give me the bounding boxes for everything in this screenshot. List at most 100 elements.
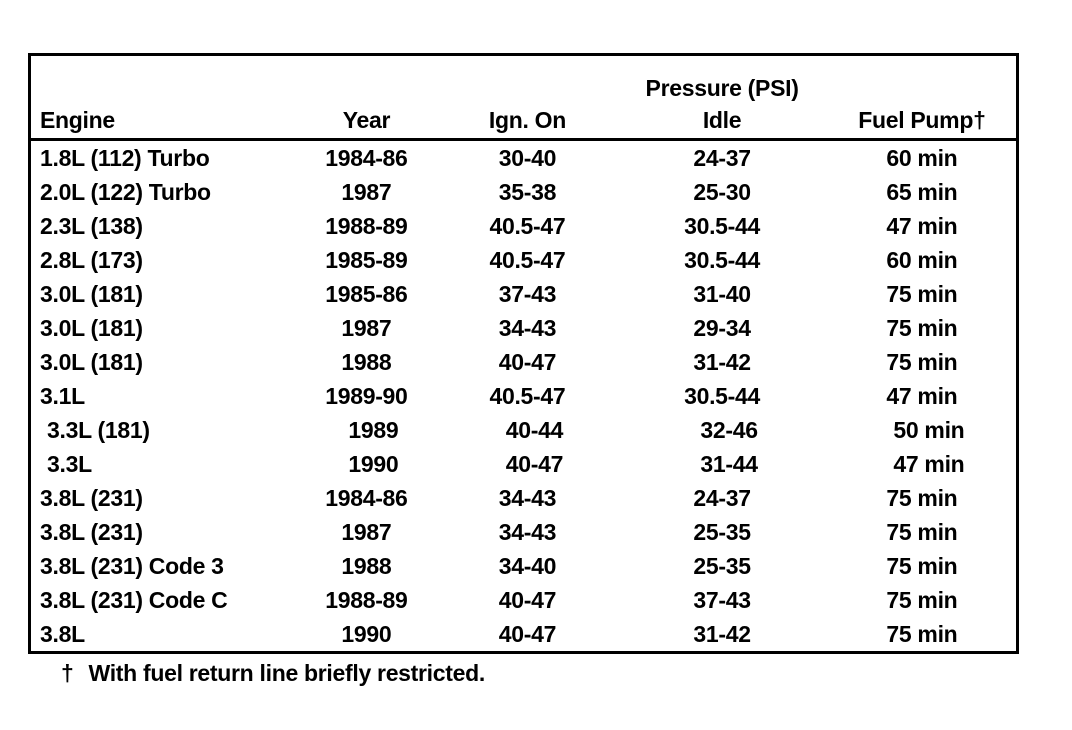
table-row: 1.8L (112) Turbo 1984-86 30-40 24-37 60 …	[30, 140, 1018, 176]
ign-on-cell: 40.5-47	[489, 382, 566, 409]
fuel-pump-cell: 75 min	[886, 280, 958, 307]
year-cell: 1989-90	[325, 382, 408, 409]
fuel-pump-cell: 47 min	[886, 212, 958, 239]
idle-cell: 30.5-44	[684, 246, 761, 273]
group-header-spacer	[439, 55, 617, 103]
table-row: 3.8L (231) 1987 34-43 25-35 75 min	[30, 515, 1018, 549]
table-row: 3.3L (181) 1989 40-44 32-46 50 min	[30, 413, 1018, 447]
fuel-pump-cell: 75 min	[886, 552, 958, 579]
footnote-text: With fuel return line briefly restricted…	[88, 660, 486, 686]
idle-cell: 31-44	[700, 450, 758, 477]
column-header-ign-on: Ign. On	[438, 102, 617, 141]
column-header-idle: Idle	[616, 102, 828, 141]
year-cell: 1984-86	[325, 484, 408, 511]
table-row: 3.0L (181) 1985-86 37-43 31-40 75 min	[30, 277, 1018, 311]
engine-cell: 2.8L (173)	[40, 246, 143, 273]
spec-table-header: Pressure (PSI) Engine Year Ign. On Idle …	[29, 55, 1018, 141]
fuel-pump-cell: 75 min	[886, 620, 958, 647]
table-row: 3.0L (181) 1987 34-43 29-34 75 min	[30, 311, 1018, 345]
idle-cell: 37-43	[693, 586, 751, 613]
year-cell: 1985-89	[325, 246, 408, 273]
year-cell: 1988	[341, 348, 392, 375]
spec-table: Pressure (PSI) Engine Year Ign. On Idle …	[28, 53, 1019, 654]
column-header-row: Engine Year Ign. On Idle Fuel Pump†	[29, 102, 1018, 141]
fuel-pump-cell: 47 min	[886, 382, 958, 409]
table-row: 2.8L (173) 1985-89 40.5-47 30.5-44 60 mi…	[30, 243, 1018, 277]
ign-on-cell: 35-38	[498, 178, 557, 205]
year-cell: 1987	[341, 314, 392, 341]
idle-cell: 24-37	[693, 144, 751, 171]
year-cell: 1987	[341, 178, 392, 205]
fuel-pump-cell: 75 min	[886, 586, 958, 613]
idle-cell: 25-35	[693, 518, 751, 545]
fuel-pump-cell: 75 min	[886, 484, 958, 511]
table-row: 3.3L 1990 40-47 31-44 47 min	[30, 447, 1018, 481]
table-row: 3.8L 1990 40-47 31-42 75 min	[30, 617, 1018, 653]
year-cell: 1985-86	[325, 280, 408, 307]
idle-cell: 30.5-44	[684, 212, 761, 239]
idle-cell: 31-42	[693, 620, 751, 647]
engine-cell: 3.1L	[40, 382, 85, 409]
group-header-spacer	[828, 55, 1018, 103]
idle-cell: 24-37	[693, 484, 751, 511]
fuel-pump-cell: 65 min	[886, 178, 958, 205]
ign-on-cell: 40-47	[505, 450, 564, 477]
year-cell: 1984-86	[325, 144, 408, 171]
fuel-pressure-spec-table: Pressure (PSI) Engine Year Ign. On Idle …	[28, 53, 1019, 654]
engine-cell: 3.8L (231) Code C	[40, 586, 228, 613]
column-header-engine: Engine	[29, 102, 295, 141]
engine-cell: 3.0L (181)	[40, 348, 143, 375]
footnote: † With fuel return line briefly restricte…	[61, 660, 485, 687]
column-header-fuel-pump: Fuel Pump†	[827, 102, 1018, 141]
table-row: 3.8L (231) Code C 1988-89 40-47 37-43 75…	[30, 583, 1018, 617]
idle-cell: 31-40	[693, 280, 751, 307]
year-cell: 1988-89	[325, 212, 408, 239]
engine-cell: 3.8L	[40, 620, 85, 647]
fuel-pump-cell: 75 min	[886, 518, 958, 545]
ign-on-cell: 34-43	[498, 314, 557, 341]
column-header-year: Year	[294, 102, 439, 141]
table-row: 3.8L (231) Code 3 1988 34-40 25-35 75 mi…	[30, 549, 1018, 583]
engine-cell: 3.0L (181)	[40, 314, 143, 341]
year-cell: 1988	[341, 552, 392, 579]
year-cell: 1989	[348, 416, 399, 443]
fuel-pump-cell: 50 min	[893, 416, 965, 443]
engine-cell: 3.3L	[47, 450, 92, 477]
idle-cell: 32-46	[700, 416, 758, 443]
ign-on-cell: 34-40	[498, 552, 557, 579]
group-header-spacer	[30, 55, 295, 103]
ign-on-cell: 40-44	[505, 416, 564, 443]
ign-on-cell: 40-47	[498, 348, 557, 375]
engine-cell: 3.8L (231)	[40, 484, 143, 511]
engine-cell: 3.8L (231) Code 3	[40, 552, 224, 579]
fuel-pump-cell: 60 min	[886, 246, 958, 273]
ign-on-cell: 34-43	[498, 484, 557, 511]
dagger-icon: †	[61, 660, 74, 686]
ign-on-cell: 37-43	[498, 280, 557, 307]
table-row: 3.0L (181) 1988 40-47 31-42 75 min	[30, 345, 1018, 379]
engine-cell: 2.0L (122) Turbo	[40, 178, 211, 205]
idle-cell: 30.5-44	[684, 382, 761, 409]
fuel-pump-cell: 60 min	[886, 144, 958, 171]
idle-cell: 31-42	[693, 348, 751, 375]
year-cell: 1990	[341, 620, 392, 647]
table-row: 3.8L (231) 1984-86 34-43 24-37 75 min	[30, 481, 1018, 515]
table-row: 2.0L (122) Turbo 1987 35-38 25-30 65 min	[30, 175, 1018, 209]
ign-on-cell: 40.5-47	[489, 246, 566, 273]
fuel-pump-cell: 47 min	[893, 450, 965, 477]
year-cell: 1990	[348, 450, 399, 477]
engine-cell: 1.8L (112) Turbo	[40, 144, 210, 171]
engine-cell: 3.8L (231)	[40, 518, 143, 545]
ign-on-cell: 34-43	[498, 518, 557, 545]
idle-cell: 29-34	[693, 314, 751, 341]
table-row: 3.1L 1989-90 40.5-47 30.5-44 47 min	[30, 379, 1018, 413]
table-row: 2.3L (138) 1988-89 40.5-47 30.5-44 47 mi…	[30, 209, 1018, 243]
ign-on-cell: 40.5-47	[489, 212, 566, 239]
ign-on-cell: 40-47	[498, 586, 557, 613]
engine-cell: 2.3L (138)	[40, 212, 143, 239]
group-header-row: Pressure (PSI)	[30, 55, 1018, 103]
year-cell: 1988-89	[325, 586, 408, 613]
fuel-pump-cell: 75 min	[886, 348, 958, 375]
group-header-spacer	[294, 55, 438, 103]
fuel-pump-cell: 75 min	[886, 314, 958, 341]
